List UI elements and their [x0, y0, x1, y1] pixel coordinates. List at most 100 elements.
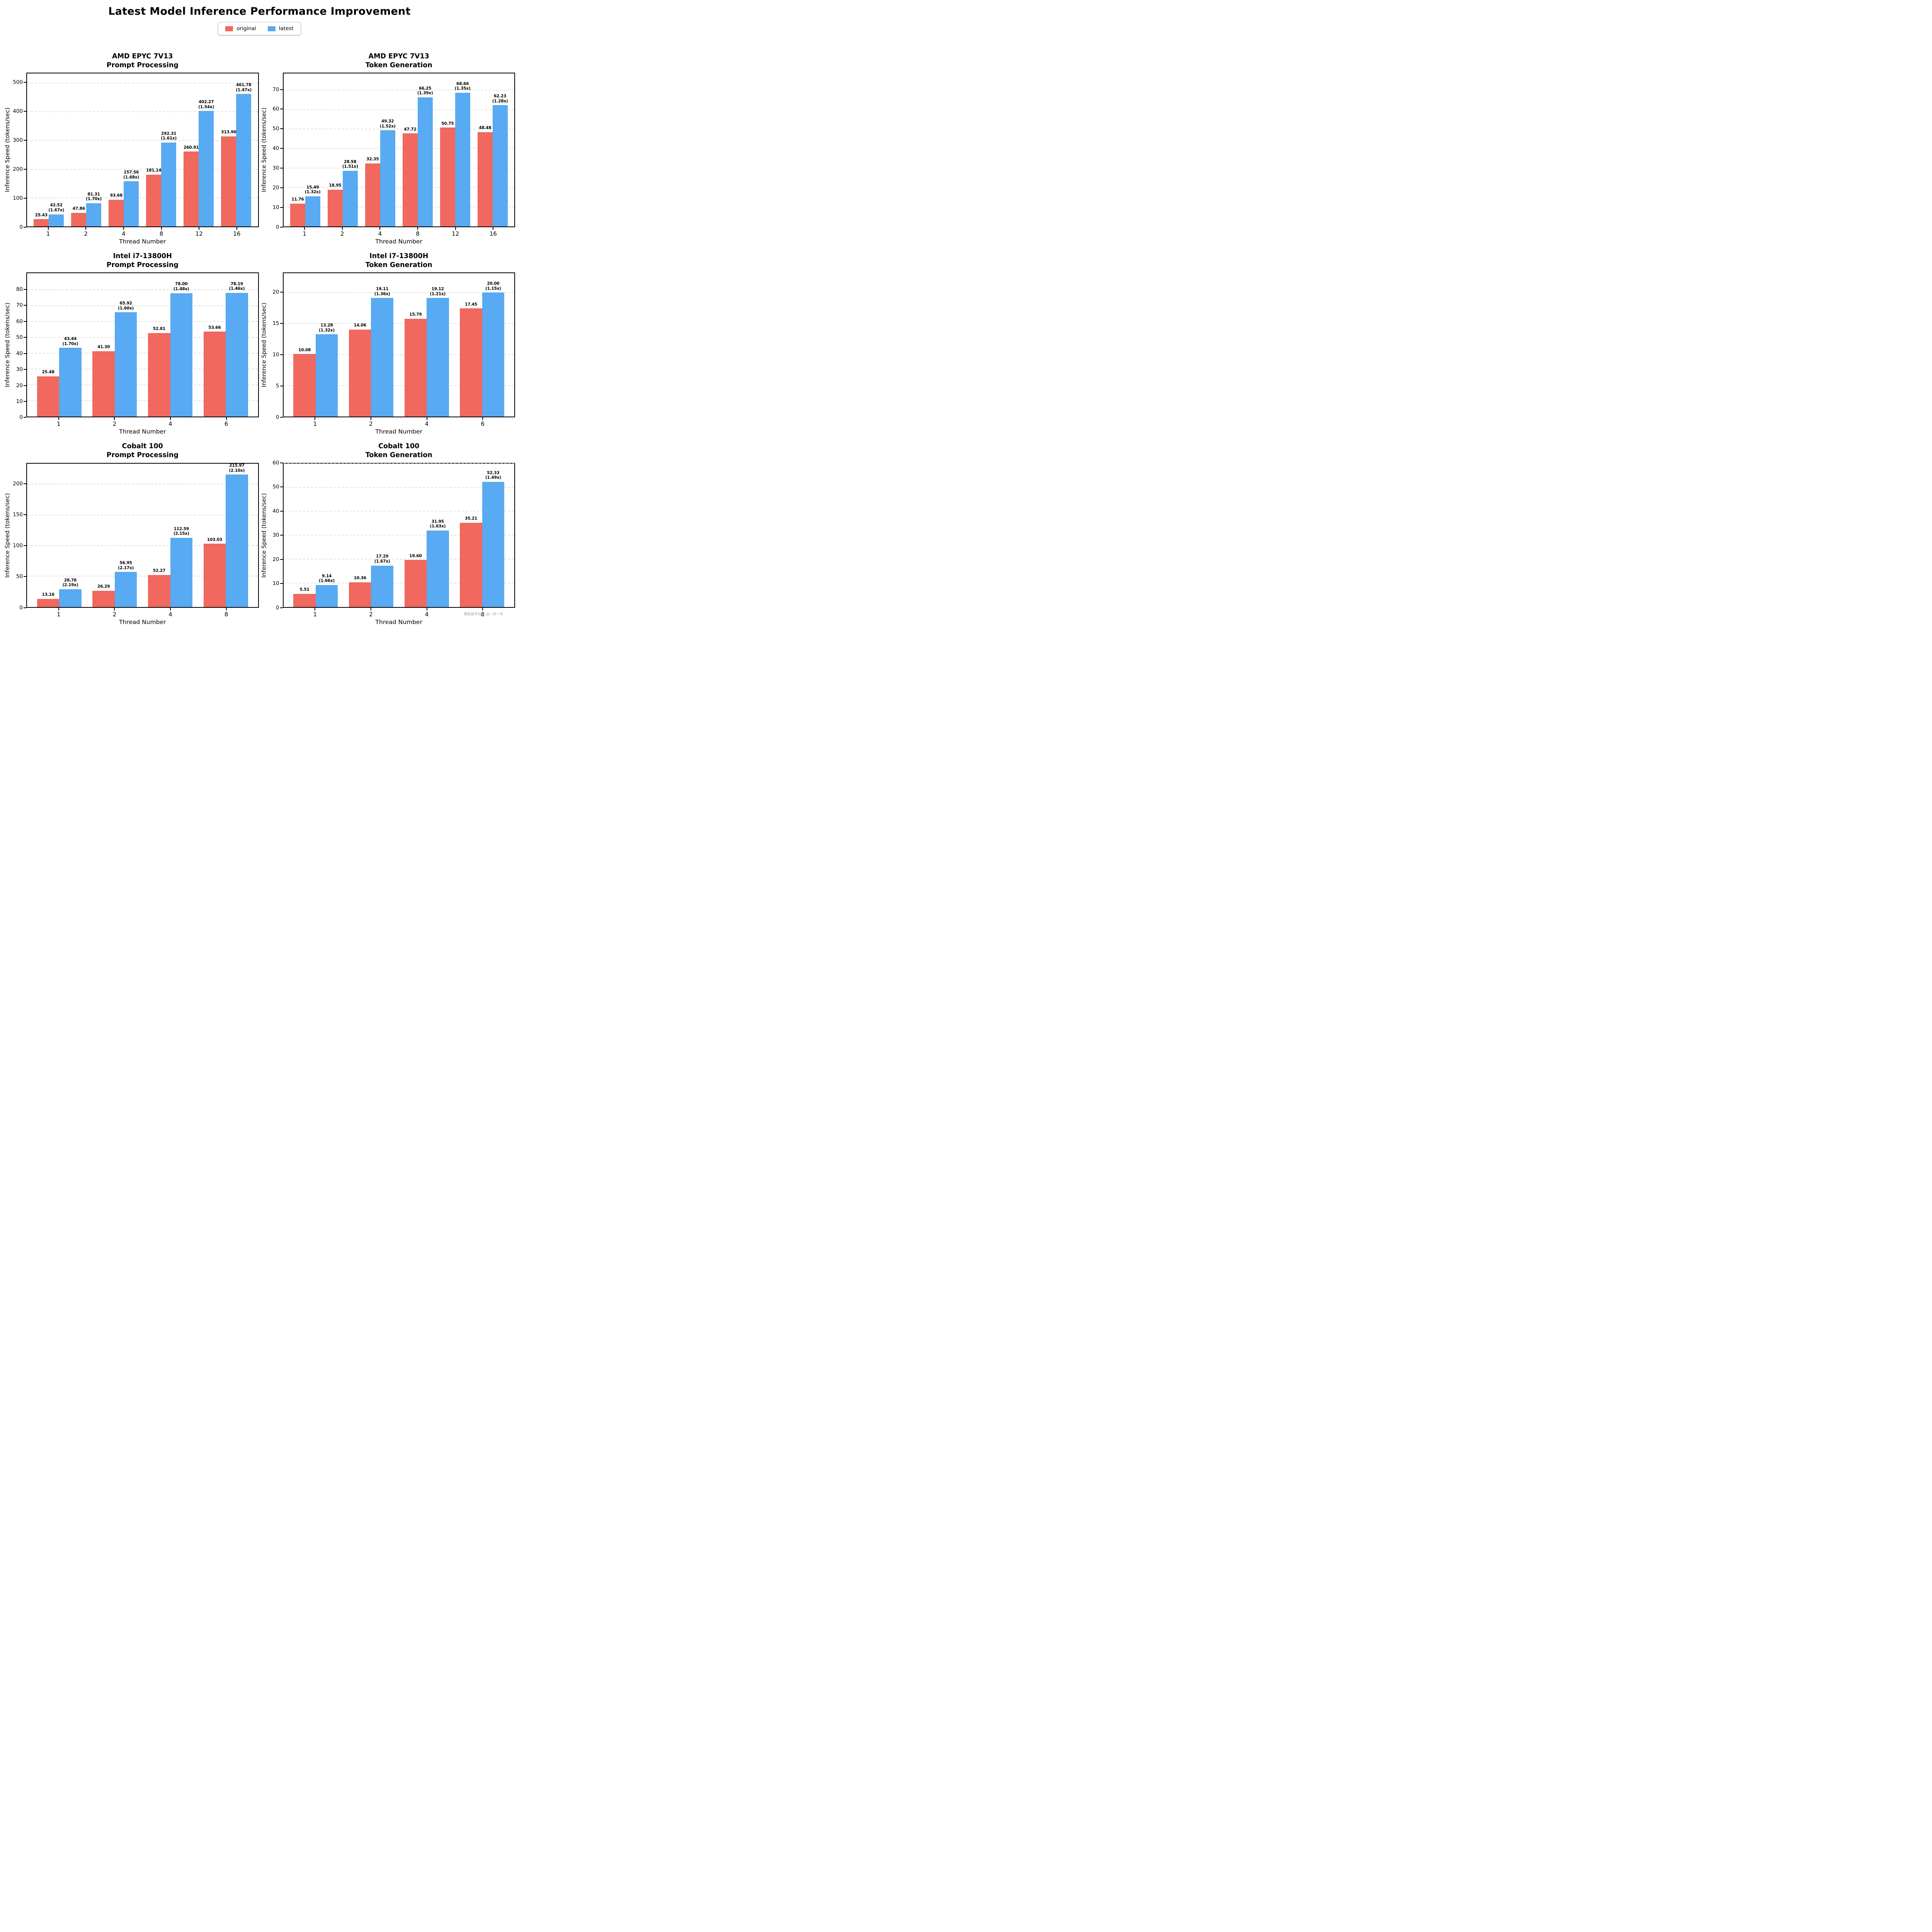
y-tick-label: 80	[16, 286, 23, 293]
x-tick-label: 2	[84, 230, 88, 238]
legend: original latest	[218, 22, 301, 35]
y-tick-mark	[24, 82, 26, 83]
y-tick-mark	[24, 321, 26, 322]
x-tick-label: 2	[369, 420, 373, 428]
y-tick-label: 70	[16, 302, 23, 309]
bar-latest	[492, 105, 508, 227]
subplot-title: Cobalt 100 Prompt Processing	[106, 442, 179, 459]
gridline	[283, 148, 514, 149]
gridline	[283, 463, 514, 464]
x-tick-mark	[114, 417, 115, 420]
x-tick-mark	[226, 417, 227, 420]
y-tick-mark	[24, 576, 26, 577]
bar-value-label: 9.14 (1.66x)	[319, 573, 335, 583]
x-ticks: 1 2 4 8 掘金技术社区 @一点一木	[283, 607, 515, 618]
bar-original	[460, 522, 482, 607]
subplot-6: Cobalt 100 Token Generation Inference Spe…	[260, 442, 515, 626]
x-tick-label: 2	[369, 611, 373, 618]
x-axis-label: Thread Number	[119, 428, 166, 435]
y-tick-label: 50	[272, 484, 279, 490]
y-tick-mark	[280, 486, 283, 488]
bar-value-label: 10.36	[354, 575, 366, 580]
gridline	[27, 197, 258, 198]
bar-value-label: 11.76	[291, 197, 304, 202]
x-tick-mark	[236, 227, 237, 230]
legend-swatch-original	[225, 26, 233, 31]
y-tick-mark	[280, 559, 283, 560]
bar-latest	[226, 293, 248, 417]
y-tick-mark	[24, 385, 26, 386]
gridline	[283, 487, 514, 488]
subplot-4: Intel i7-13800H Token Generation Inferenc…	[260, 252, 515, 435]
y-tick-label: 0	[19, 224, 23, 231]
gridline	[283, 511, 514, 512]
bar-original	[404, 560, 427, 607]
y-tick-mark	[24, 353, 26, 354]
bar-original	[460, 308, 482, 417]
x-axis-label: Thread Number	[375, 238, 422, 245]
plot-row: Inference Speed (tokens/sec) 0 100 200 300 40…	[4, 73, 259, 230]
plot-row: Inference Speed (tokens/sec) 0 10 20 30 40 50 6…	[4, 272, 259, 420]
y-axis: 0 5 10 15 20	[267, 272, 283, 420]
y-tick-mark	[24, 198, 26, 199]
bar-value-label: 15.49 (1.32x)	[304, 185, 321, 195]
bar-original	[440, 128, 455, 227]
y-tick-mark	[24, 227, 26, 228]
y-tick-label: 20	[272, 556, 279, 563]
bar-value-label: 41.30	[97, 345, 110, 350]
bar-original	[34, 219, 49, 227]
y-tick-label: 60	[272, 459, 279, 466]
bar-latest	[427, 298, 449, 417]
bar-value-label: 49.32 (1.52x)	[379, 119, 396, 129]
y-tick-label: 0	[276, 414, 279, 421]
bar-original	[203, 544, 226, 607]
y-tick-label: 200	[13, 481, 23, 487]
bar-value-label: 43.44 (1.70x)	[62, 337, 78, 346]
gridline	[27, 337, 258, 338]
bar-latest	[342, 171, 358, 227]
y-tick-label: 30	[272, 532, 279, 539]
y-tick-label: 300	[13, 137, 23, 144]
bar-original	[221, 136, 236, 227]
gridline	[27, 305, 258, 306]
bar-value-label: 28.76 (2.19x)	[62, 578, 78, 588]
bar-latest	[170, 538, 192, 607]
y-tick-mark	[280, 187, 283, 189]
bar-original	[37, 599, 60, 607]
x-tick-mark	[482, 607, 483, 611]
legend-label-original: original	[236, 26, 256, 32]
bar-latest	[114, 312, 137, 417]
bar-value-label: 25.48	[42, 370, 54, 375]
bar-original	[109, 199, 124, 227]
bar-value-label: 47.86	[72, 206, 85, 211]
bar-latest	[482, 482, 505, 607]
bar-value-label: 53.66	[208, 325, 221, 330]
bar-latest	[86, 203, 102, 227]
bar-value-label: 26.29	[97, 584, 110, 589]
bar-value-label: 50.75	[441, 121, 454, 126]
gridline	[27, 321, 258, 322]
x-tick-label: 8	[159, 230, 163, 238]
bar-original	[92, 590, 115, 607]
plot-area: 5.51 9.14 (1.66x) 10.36 17.29 (1.67x) 19.60 3…	[282, 463, 515, 608]
subplot-title: Intel i7-13800H Token Generation	[365, 252, 432, 269]
y-tick-mark	[24, 514, 26, 515]
y-tick-label: 500	[13, 79, 23, 85]
bar-value-label: 13.28 (1.32x)	[319, 323, 335, 333]
bar-value-label: 52.81	[153, 327, 165, 332]
bar-value-label: 78.19 (1.46x)	[229, 281, 245, 291]
plot-row: Inference Speed (tokens/sec) 0 50 100 150 200…	[4, 463, 259, 611]
gridline	[283, 323, 514, 324]
y-tick-label: 10	[272, 352, 279, 358]
x-ticks: 1 2 4 8 12 16	[283, 227, 515, 238]
subplot-title: AMD EPYC 7V13 Token Generation	[365, 53, 432, 70]
y-tick-mark	[24, 289, 26, 290]
bar-latest	[114, 572, 137, 607]
bar-value-label: 81.31 (1.70x)	[86, 192, 102, 202]
y-tick-mark	[280, 227, 283, 228]
x-tick-label: 1	[57, 420, 61, 428]
y-tick-label: 60	[16, 318, 23, 325]
y-tick-mark	[280, 510, 283, 512]
bar-original	[365, 163, 380, 227]
bar-value-label: 62.23 (1.28x)	[492, 94, 508, 104]
